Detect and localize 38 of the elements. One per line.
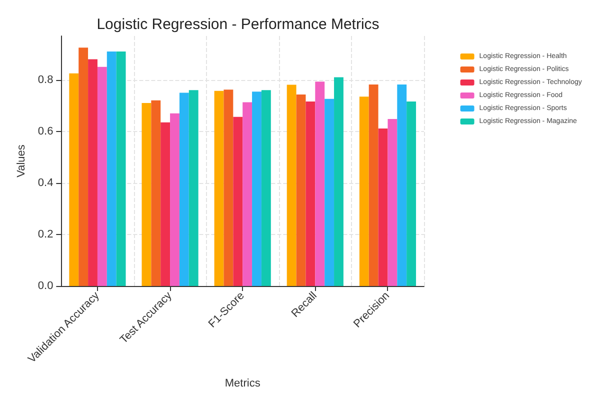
bar xyxy=(151,100,161,286)
bar xyxy=(160,122,170,286)
y-tick-label: 0.8 xyxy=(38,74,54,86)
bar xyxy=(368,84,378,286)
bar xyxy=(170,113,180,286)
y-tick-label: 0.0 xyxy=(38,280,54,292)
bar xyxy=(179,92,189,286)
y-tick-label: 0.6 xyxy=(38,125,54,138)
y-tick-label: 0.4 xyxy=(38,176,54,189)
bar xyxy=(286,84,296,286)
bar xyxy=(142,103,152,286)
bar xyxy=(233,116,243,286)
bar xyxy=(188,90,198,286)
bar xyxy=(359,96,369,286)
bar xyxy=(315,82,325,286)
bar xyxy=(324,98,334,286)
bar xyxy=(214,90,224,286)
bar xyxy=(406,101,416,286)
bar xyxy=(261,90,271,286)
bar xyxy=(296,94,306,286)
bar xyxy=(306,101,316,286)
bar xyxy=(106,51,116,286)
bar xyxy=(242,102,252,286)
bar xyxy=(252,92,262,286)
bar xyxy=(397,84,407,286)
bar xyxy=(116,51,126,286)
bar xyxy=(69,73,79,286)
x-axis-title: Metrics xyxy=(224,378,261,390)
y-axis-title: Values xyxy=(16,144,28,178)
bar xyxy=(224,90,234,286)
bar xyxy=(334,77,344,286)
chart-title: Logistic Regression - Performance Metrics xyxy=(96,16,380,33)
bar xyxy=(78,48,88,286)
y-tick-label: 0.2 xyxy=(38,228,54,240)
bar xyxy=(88,59,98,286)
bar xyxy=(388,118,398,286)
bar xyxy=(97,66,107,286)
bar xyxy=(378,128,388,286)
